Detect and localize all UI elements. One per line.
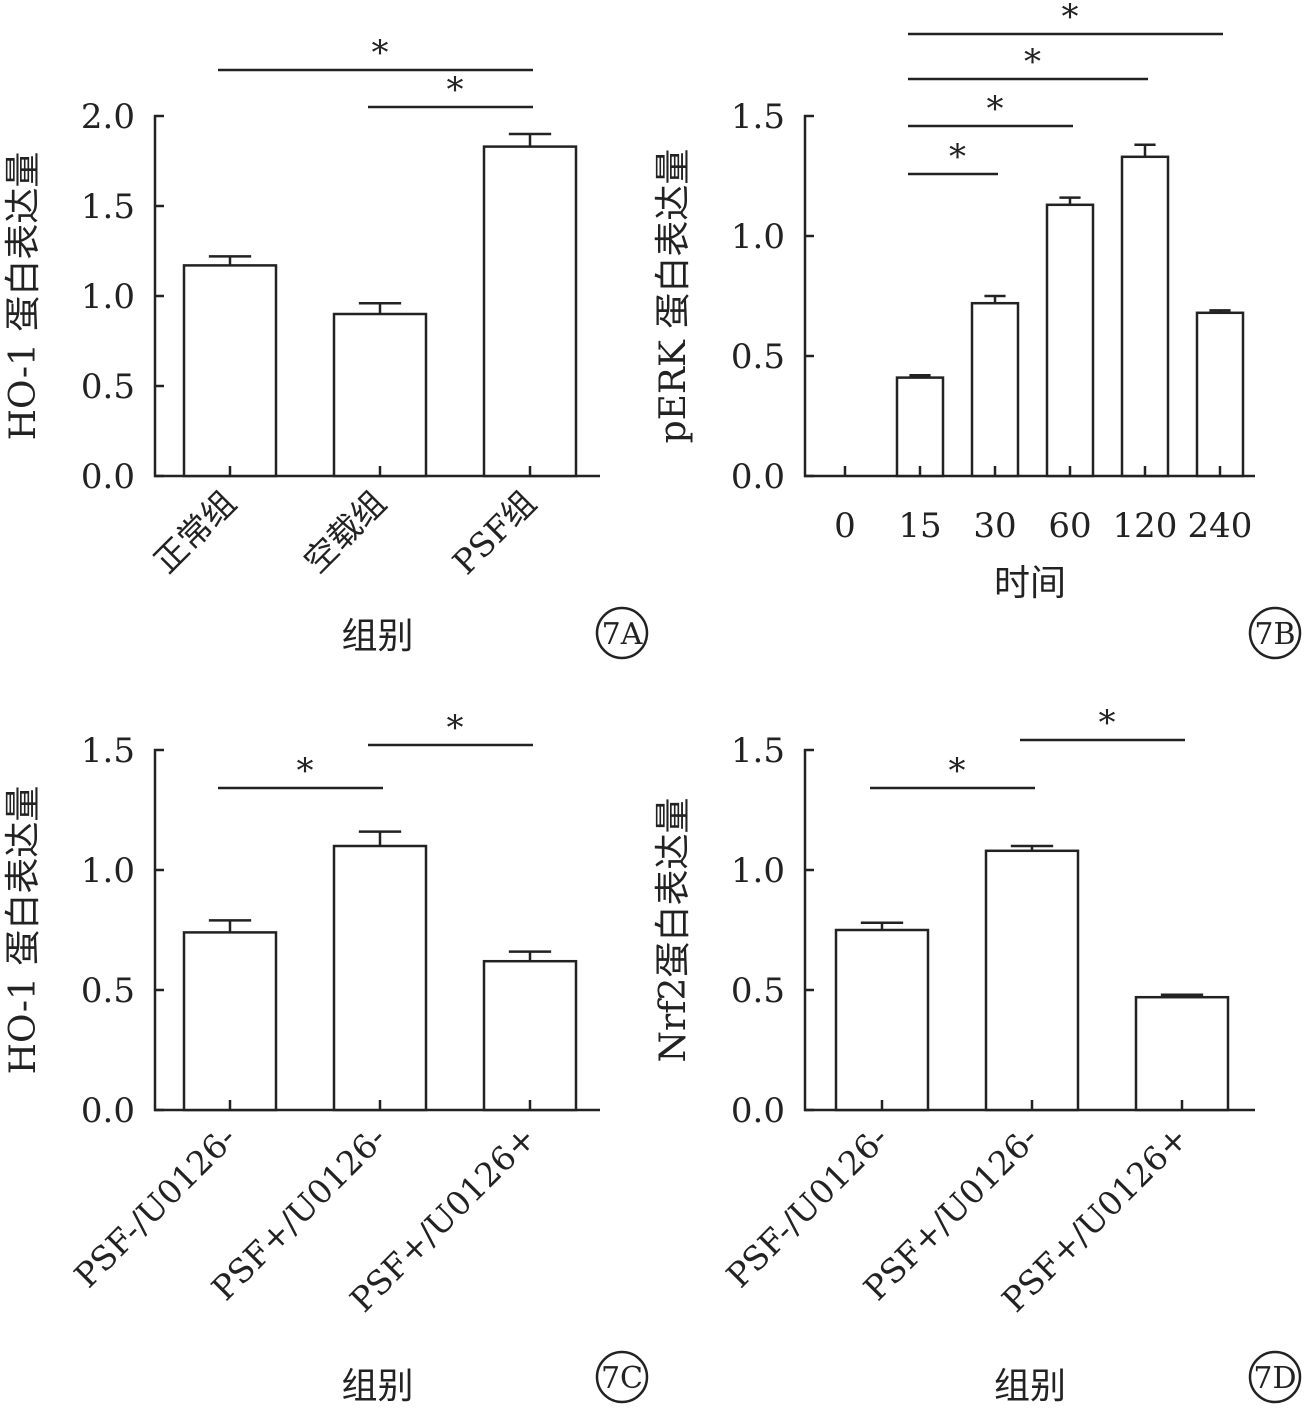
y-tick-label: 1.5 <box>81 187 135 227</box>
significance-star: * <box>297 751 314 791</box>
y-axis-label: pERK 蛋白表达量 <box>653 149 694 444</box>
panel-7b: 0.0 0.5 1.0 1.5 pERK 蛋白表达量 0 15 30 60 120 240 时间 * * *… <box>653 0 1302 660</box>
bar <box>182 931 278 1112</box>
bar <box>895 376 945 478</box>
bar <box>482 959 578 1112</box>
x-axis-label: 组别 <box>341 1366 413 1407</box>
y-tick-label: 0.5 <box>731 971 785 1011</box>
bar <box>1120 155 1170 478</box>
y-tick-label: 1.5 <box>731 97 785 137</box>
bar <box>332 312 428 478</box>
x-tick-label: 15 <box>898 506 941 546</box>
x-axis-label: 组别 <box>994 1366 1066 1407</box>
x-tick-label: 30 <box>973 506 1016 546</box>
panel-7c: 0.00.51.01.5HO-1 蛋白表达量PSF-/U0126-PSF+/U0… <box>3 708 649 1407</box>
significance-star: * <box>1099 703 1116 743</box>
y-tick-label: 0.0 <box>81 457 135 497</box>
x-axis-label: 时间 <box>994 563 1066 604</box>
panel-badge <box>595 1350 649 1404</box>
bar <box>984 849 1080 1112</box>
x-tick-label: 60 <box>1048 506 1091 546</box>
y-tick-label: 0.5 <box>81 367 135 407</box>
significance-star: * <box>949 137 966 177</box>
significance-star: * <box>447 708 464 748</box>
significance-star: * <box>1024 42 1041 82</box>
y-tick-label: 1.0 <box>81 277 135 317</box>
y-axis-label: HO-1 蛋白表达量 <box>3 152 44 441</box>
x-tick-label: 空载组 <box>296 483 394 581</box>
y-tick-label: 2.0 <box>81 97 135 137</box>
panel-badge <box>1248 606 1302 660</box>
y-tick-label: 0.5 <box>81 971 135 1011</box>
x-tick-label: 120 <box>1113 506 1178 546</box>
y-tick-label: 0.0 <box>81 1091 135 1131</box>
bar <box>1134 995 1230 1112</box>
y-axis-label: HO-1 蛋白表达量 <box>3 786 44 1075</box>
panel-label: 7D <box>1253 1361 1296 1396</box>
x-tick-label: 0 <box>834 506 856 546</box>
bar <box>182 264 278 478</box>
panel-label: 7A <box>602 617 643 652</box>
y-tick-label: 1.0 <box>81 851 135 891</box>
bar <box>332 844 428 1112</box>
significance-star: * <box>987 89 1004 129</box>
bar <box>834 928 930 1112</box>
significance-star: * <box>372 33 389 73</box>
significance-star: * <box>447 70 464 110</box>
y-tick-label: 1.0 <box>731 851 785 891</box>
bar <box>970 301 1020 478</box>
panel-label: 7C <box>601 1361 643 1396</box>
x-tick-label: 240 <box>1188 506 1253 546</box>
y-tick-label: 0.5 <box>731 337 785 377</box>
x-tick-label: 正常组 <box>146 483 244 581</box>
panel-7d: 0.00.51.01.5Nrf2蛋白表达量PSF-/U0126-PSF+/U01… <box>653 703 1302 1407</box>
panel-badge <box>595 606 649 660</box>
y-tick-label: 0.0 <box>731 1091 785 1131</box>
significance-star: * <box>1062 0 1079 37</box>
y-tick-label: 0.0 <box>731 457 785 497</box>
bar <box>1045 203 1095 478</box>
panel-badge <box>1248 1350 1302 1404</box>
bar <box>482 145 578 478</box>
x-axis-label: 组别 <box>341 616 413 657</box>
y-tick-label: 1.0 <box>731 217 785 257</box>
panel-label: 7B <box>1254 617 1295 652</box>
x-tick-label: PSF组 <box>445 483 544 582</box>
bar <box>1195 311 1245 478</box>
y-tick-label: 1.5 <box>81 731 135 771</box>
y-axis-label: Nrf2蛋白表达量 <box>653 798 694 1063</box>
y-tick-label: 1.5 <box>731 731 785 771</box>
significance-star: * <box>949 751 966 791</box>
